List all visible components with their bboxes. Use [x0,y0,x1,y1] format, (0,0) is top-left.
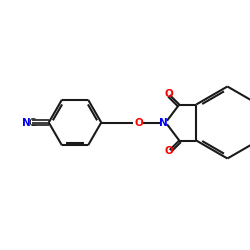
Text: O: O [134,118,143,128]
Text: N: N [22,118,31,128]
Text: N: N [160,118,168,128]
Text: O: O [164,146,173,156]
Text: C: C [28,118,36,128]
Text: O: O [164,89,173,99]
